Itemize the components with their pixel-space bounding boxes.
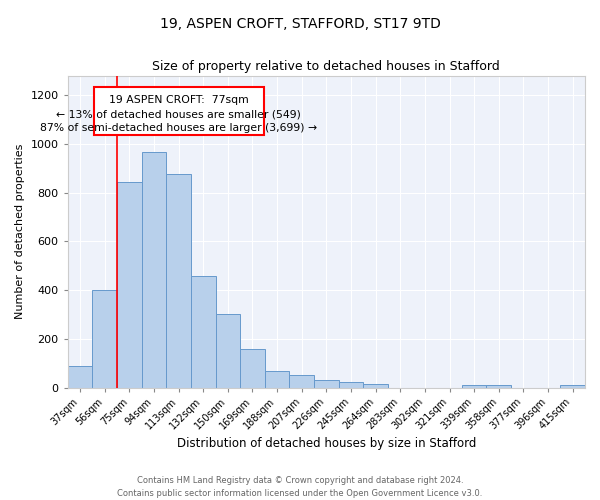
Bar bbox=[215, 314, 240, 388]
Bar bbox=[314, 380, 338, 388]
Bar bbox=[560, 384, 585, 388]
Bar bbox=[364, 384, 388, 388]
Title: Size of property relative to detached houses in Stafford: Size of property relative to detached ho… bbox=[152, 60, 500, 73]
Bar bbox=[462, 385, 487, 388]
X-axis label: Distribution of detached houses by size in Stafford: Distribution of detached houses by size … bbox=[176, 437, 476, 450]
Bar bbox=[166, 174, 191, 388]
Bar bbox=[487, 385, 511, 388]
Bar bbox=[338, 382, 364, 388]
Bar bbox=[68, 366, 92, 388]
Bar bbox=[142, 152, 166, 388]
Text: 19, ASPEN CROFT, STAFFORD, ST17 9TD: 19, ASPEN CROFT, STAFFORD, ST17 9TD bbox=[160, 18, 440, 32]
Bar bbox=[240, 348, 265, 388]
Text: Contains HM Land Registry data © Crown copyright and database right 2024.
Contai: Contains HM Land Registry data © Crown c… bbox=[118, 476, 482, 498]
Bar bbox=[191, 276, 215, 388]
Text: 87% of semi-detached houses are larger (3,699) →: 87% of semi-detached houses are larger (… bbox=[40, 123, 317, 133]
Text: 19 ASPEN CROFT:  77sqm: 19 ASPEN CROFT: 77sqm bbox=[109, 95, 248, 105]
Bar bbox=[117, 182, 142, 388]
Bar bbox=[92, 290, 117, 388]
Y-axis label: Number of detached properties: Number of detached properties bbox=[15, 144, 25, 319]
Bar bbox=[265, 371, 289, 388]
Text: ← 13% of detached houses are smaller (549): ← 13% of detached houses are smaller (54… bbox=[56, 110, 301, 120]
Bar bbox=[289, 376, 314, 388]
FancyBboxPatch shape bbox=[94, 86, 263, 136]
